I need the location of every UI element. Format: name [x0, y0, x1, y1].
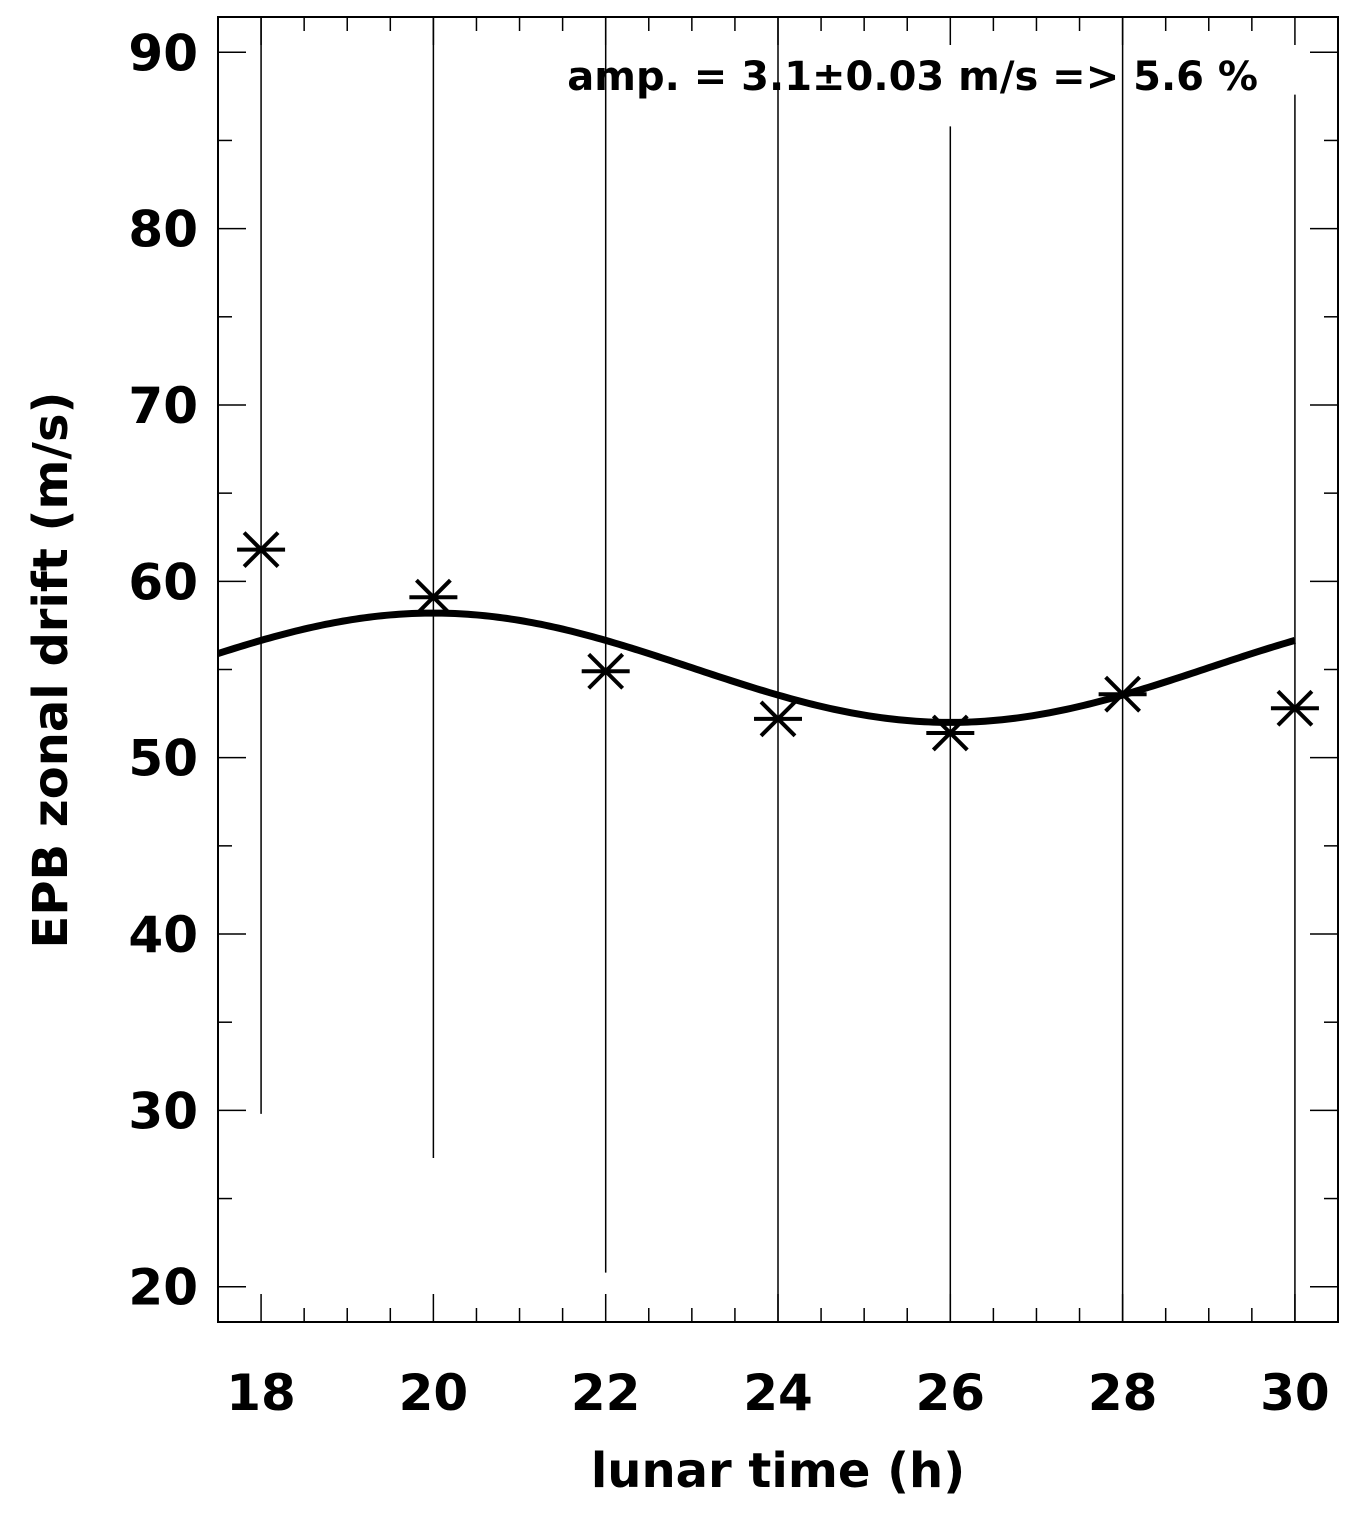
marker-stroke [1104, 675, 1141, 713]
y-tick-label: 80 [128, 201, 198, 259]
marker-stroke [931, 714, 969, 752]
marker-stroke [242, 531, 280, 568]
x-tick-label: 18 [226, 1364, 296, 1422]
fit-curve [216, 609, 1296, 726]
y-tick-label: 30 [128, 1082, 198, 1140]
marker-stroke [759, 700, 797, 738]
x-axis-label: lunar time (h) [591, 1443, 965, 1499]
y-tick-label: 60 [128, 553, 198, 611]
marker-stroke [1276, 689, 1314, 727]
x-tick-label: 28 [1088, 1364, 1158, 1422]
asterisk-marker [237, 531, 286, 568]
asterisk-marker [1270, 689, 1319, 727]
asterisk-marker [1098, 675, 1147, 713]
fit-curve-layer [216, 609, 1296, 726]
y-tick-label: 40 [128, 906, 198, 964]
data-points [237, 531, 1319, 752]
asterisk-marker [581, 652, 630, 690]
y-axis-label: EPB zonal drift (m/s) [23, 392, 79, 949]
asterisk-marker [409, 578, 458, 616]
asterisk-marker [754, 700, 802, 738]
y-tick-label: 50 [128, 730, 198, 788]
y-tick-labels: 20 30 40 50 60 70 80 90 [128, 24, 198, 1316]
x-tick-labels: 18 20 22 24 26 28 30 [226, 1364, 1329, 1422]
x-tick-label: 24 [743, 1364, 813, 1422]
y-tick-label: 20 [128, 1259, 198, 1317]
y-tick-label: 90 [128, 24, 198, 82]
x-tick-label: 22 [571, 1364, 641, 1422]
x-tick-label: 26 [916, 1364, 986, 1422]
error-bars [260, 17, 1296, 1322]
y-tick-label: 70 [128, 377, 198, 435]
x-tick-label: 30 [1260, 1364, 1330, 1422]
plot-frame [217, 16, 1339, 1323]
asterisk-marker [926, 714, 975, 752]
amplitude-annotation: amp. = 3.1±0.03 m/s => 5.6 % [567, 54, 1258, 100]
marker-stroke [414, 578, 452, 616]
x-tick-label: 20 [399, 1364, 469, 1422]
marker-stroke [587, 652, 625, 690]
